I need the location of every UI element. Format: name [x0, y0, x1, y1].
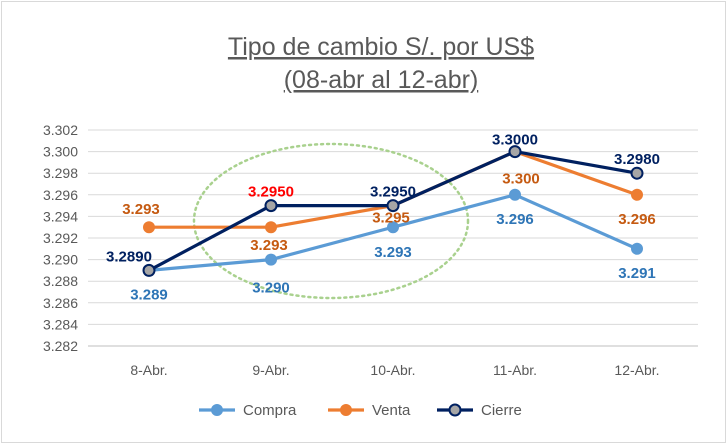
data-point-cierre: [142, 263, 156, 277]
data-label-cierre: 3.2950: [370, 184, 416, 201]
chart-subtitle: (08-abr al 12-abr): [284, 66, 479, 94]
y-tick-label: 3.298: [43, 165, 78, 181]
legend: Compra Venta Cierre: [199, 402, 522, 419]
gridlines: [88, 129, 698, 347]
y-axis-ticks: 3.282 3.284 3.286 3.288 3.290 3.292 3.294 3.296…: [43, 122, 78, 354]
y-tick-label: 3.292: [43, 230, 78, 246]
data-label-venta: 3.300: [502, 171, 540, 188]
y-tick-label: 3.290: [43, 252, 78, 268]
y-tick-label: 3.294: [43, 208, 78, 224]
data-label-venta: 3.293: [122, 201, 160, 218]
legend-marker-venta: [340, 404, 352, 416]
data-point-venta: [631, 188, 643, 201]
y-tick-label: 3.300: [43, 144, 78, 160]
highlight-ellipse: [192, 142, 470, 300]
y-tick-label: 3.302: [43, 122, 78, 138]
y-tick-label: 3.286: [43, 295, 78, 311]
x-tick-label: 10-Abr.: [370, 362, 415, 378]
data-label-cierre: 3.2890: [106, 248, 152, 265]
legend-marker-cierre: [448, 403, 462, 417]
x-tick-label: 8-Abr.: [130, 362, 167, 378]
data-label-compra: 3.296: [496, 211, 534, 228]
chart-title: Tipo de cambio S/. por US$: [228, 33, 534, 61]
data-label-compra: 3.290: [252, 280, 290, 297]
data-point-cierre: [630, 166, 644, 180]
y-tick-label: 3.288: [43, 273, 78, 289]
data-label-venta: 3.295: [372, 210, 410, 227]
data-point-compra: [265, 253, 277, 266]
data-label-venta: 3.296: [618, 211, 656, 228]
data-label-compra: 3.289: [130, 286, 168, 303]
data-label-compra: 3.293: [374, 244, 412, 261]
data-point-compra: [387, 221, 399, 234]
data-labels: 3.289 3.290 3.293 3.296 3.291 3.293 3.293 3.295…: [106, 132, 660, 304]
legend-label-venta: Venta: [372, 402, 411, 419]
y-tick-label: 3.284: [43, 316, 78, 332]
data-label-cierre: 3.3000: [492, 132, 538, 149]
x-tick-label: 11-Abr.: [493, 362, 537, 378]
data-point-venta: [143, 221, 155, 234]
data-point-cierre: [508, 145, 522, 159]
legend-marker-compra: [211, 404, 223, 416]
data-label-compra: 3.291: [618, 265, 656, 282]
x-axis-ticks: 8-Abr. 9-Abr. 10-Abr. 11-Abr. 12-Abr.: [130, 362, 659, 378]
y-tick-label: 3.296: [43, 187, 78, 203]
data-point-cierre: [264, 199, 278, 213]
legend-label-cierre: Cierre: [481, 402, 522, 419]
data-point-cierre: [386, 199, 400, 213]
data-label-venta: 3.293: [250, 237, 288, 254]
data-point-compra: [509, 188, 521, 201]
y-tick-label: 3.282: [43, 338, 78, 354]
data-label-cierre: 3.2980: [614, 151, 660, 168]
legend-label-compra: Compra: [243, 402, 297, 419]
x-tick-label: 12-Abr.: [614, 362, 659, 378]
x-tick-label: 9-Abr.: [252, 362, 289, 378]
data-label-cierre: 3.2950: [248, 184, 294, 201]
series-lines: [142, 145, 644, 277]
data-point-venta: [265, 221, 277, 234]
data-point-compra: [631, 242, 643, 255]
